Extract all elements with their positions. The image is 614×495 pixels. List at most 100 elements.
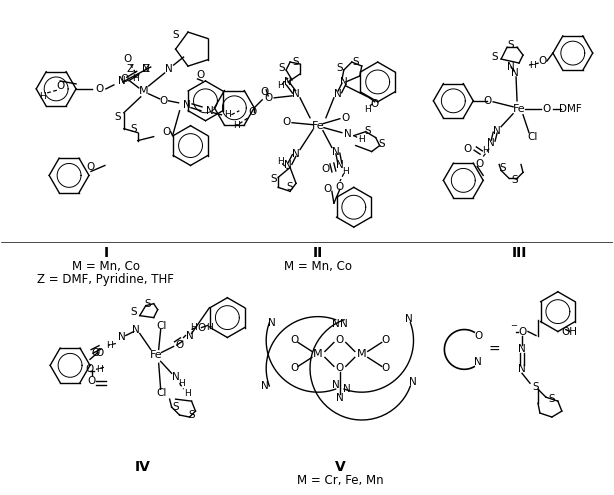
Text: V: V — [335, 460, 345, 474]
Text: I: I — [103, 246, 109, 260]
Text: O: O — [196, 70, 204, 80]
Text: S: S — [378, 139, 385, 148]
Text: N: N — [488, 138, 495, 148]
Text: O: O — [483, 96, 491, 106]
Text: S: S — [115, 112, 121, 122]
Text: H: H — [364, 105, 371, 114]
Text: H: H — [206, 323, 213, 332]
Text: S: S — [271, 174, 278, 184]
Text: S: S — [188, 410, 195, 420]
Text: S: S — [492, 52, 499, 62]
Text: N: N — [132, 325, 139, 335]
Text: N: N — [262, 381, 269, 391]
Text: O: O — [371, 99, 379, 109]
Text: S: S — [548, 394, 555, 404]
Text: N: N — [284, 160, 292, 170]
Text: −: − — [511, 321, 518, 330]
Text: O: O — [324, 184, 332, 195]
Text: N: N — [511, 68, 519, 78]
Text: N: N — [475, 357, 482, 367]
Text: O: O — [463, 144, 472, 153]
Text: N: N — [493, 126, 501, 136]
Text: H: H — [343, 167, 349, 176]
Text: M: M — [313, 349, 323, 359]
Text: O: O — [539, 56, 547, 66]
Text: M: M — [357, 349, 367, 359]
Text: N: N — [172, 372, 179, 382]
Text: N: N — [206, 106, 213, 116]
Text: N: N — [118, 333, 126, 343]
Text: N: N — [332, 380, 340, 390]
Text: H: H — [106, 341, 113, 350]
Text: H: H — [190, 323, 197, 332]
Text: H: H — [184, 389, 191, 397]
Text: N: N — [165, 64, 173, 74]
Text: O: O — [290, 363, 298, 373]
Text: O: O — [176, 341, 184, 350]
Text: N: N — [142, 64, 150, 74]
Text: N: N — [340, 77, 348, 87]
Text: N: N — [334, 89, 342, 99]
Text: N: N — [183, 100, 190, 110]
Text: M: M — [139, 86, 149, 96]
Text: O: O — [123, 54, 132, 64]
Text: O: O — [160, 96, 168, 106]
Text: O: O — [248, 107, 257, 117]
Text: O: O — [88, 376, 96, 386]
Text: O: O — [336, 182, 344, 193]
Text: Cl: Cl — [157, 388, 167, 398]
Text: S: S — [293, 57, 300, 67]
Text: N: N — [343, 384, 351, 394]
Text: H: H — [224, 110, 231, 119]
Text: O: O — [474, 332, 483, 342]
Text: O: O — [121, 74, 129, 84]
Text: N: N — [118, 76, 126, 86]
Text: N: N — [332, 147, 340, 156]
Text: Cl: Cl — [528, 132, 538, 142]
Text: S: S — [352, 57, 359, 67]
Text: H: H — [178, 379, 185, 388]
Text: S: S — [130, 124, 137, 134]
Text: H: H — [277, 81, 284, 91]
Text: N: N — [292, 89, 300, 99]
Text: O: O — [336, 336, 344, 346]
Text: M = Mn, Co: M = Mn, Co — [284, 260, 352, 273]
Text: S: S — [508, 40, 515, 50]
Text: N: N — [292, 148, 300, 158]
Text: S: S — [279, 63, 286, 73]
Text: N: N — [507, 62, 515, 72]
Text: =: = — [488, 343, 500, 356]
Text: H: H — [482, 146, 489, 155]
Text: O: O — [87, 162, 95, 172]
Text: O: O — [96, 84, 104, 94]
Text: O: O — [282, 117, 290, 127]
Text: O: O — [197, 323, 206, 333]
Text: Z = DMF, Pyridine, THF: Z = DMF, Pyridine, THF — [37, 273, 174, 286]
Text: O: O — [56, 81, 64, 91]
Text: O: O — [86, 364, 94, 374]
Text: II: II — [313, 246, 323, 260]
Text: O: O — [260, 87, 268, 97]
Text: O: O — [336, 363, 344, 373]
Text: M = Cr, Fe, Mn: M = Cr, Fe, Mn — [297, 474, 383, 487]
Text: S: S — [365, 126, 371, 136]
Text: O: O — [92, 348, 100, 358]
Text: O: O — [163, 127, 171, 137]
Text: Fe: Fe — [312, 121, 324, 131]
Text: N: N — [185, 331, 193, 341]
Text: H: H — [359, 135, 365, 144]
Text: Z: Z — [126, 64, 133, 74]
Text: S: S — [173, 402, 179, 412]
Text: O: O — [264, 93, 272, 103]
Text: O: O — [543, 104, 551, 114]
Text: III: III — [511, 246, 527, 260]
Text: H: H — [530, 60, 537, 69]
Text: N: N — [268, 318, 276, 328]
Text: O: O — [381, 336, 390, 346]
Text: OH: OH — [562, 327, 578, 337]
Text: DMF: DMF — [559, 104, 582, 114]
Text: N: N — [518, 345, 526, 354]
Text: H: H — [133, 74, 139, 84]
Text: N: N — [336, 393, 344, 403]
Text: O: O — [96, 348, 104, 358]
